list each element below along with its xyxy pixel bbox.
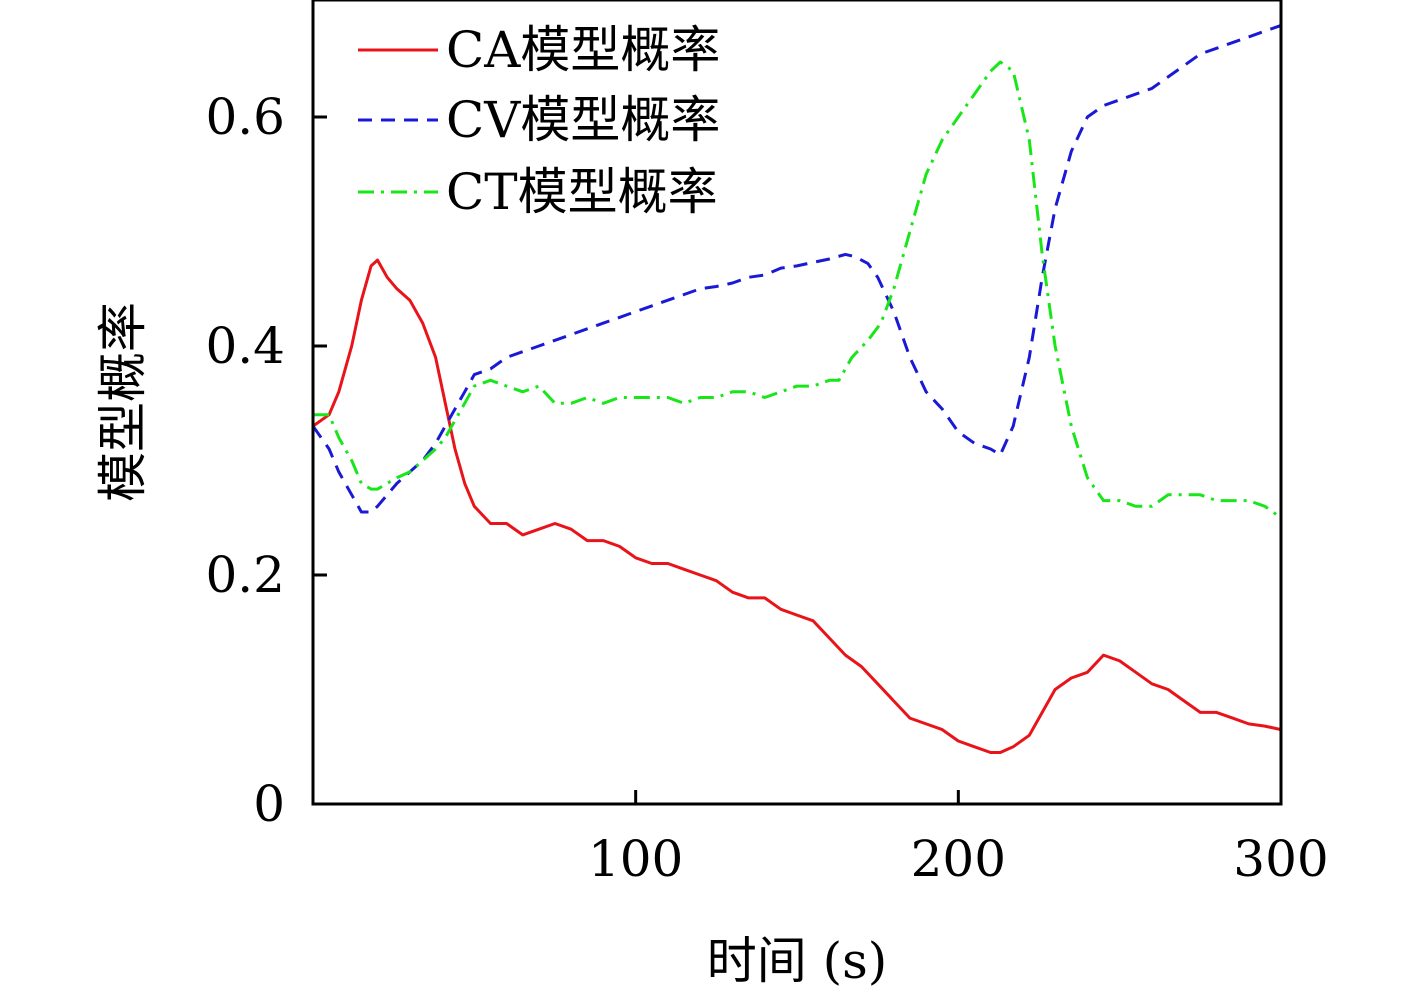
x-tick-label-2: 300 (1233, 830, 1328, 888)
y-tick-label-1: 0.2 (205, 546, 285, 604)
y-tick-label-2: 0.4 (205, 317, 285, 375)
ticks-layer: 100 200 300 0 0.2 0.4 0.6 (205, 88, 1328, 888)
x-tick-label-0: 100 (588, 830, 683, 888)
legend: CA模型概率 CV模型概率 CT模型概率 (358, 21, 720, 221)
y-tick-label-0: 0 (253, 775, 285, 833)
legend-label-2: CT模型概率 (446, 163, 718, 221)
y-axis-label: 模型概率 (94, 302, 152, 502)
series-line-2 (313, 60, 1282, 520)
series-line-0 (312, 258, 1282, 754)
legend-label-1: CV模型概率 (446, 91, 720, 149)
legend-label-0: CA模型概率 (446, 21, 720, 79)
series-line-1 (311, 23, 1282, 514)
series-layer (311, 23, 1282, 754)
x-tick-label-1: 200 (911, 830, 1006, 888)
y-tick-label-3: 0.6 (205, 88, 285, 146)
x-axis-label: 时间 (s) (707, 932, 888, 990)
plot-frame (311, 0, 1283, 806)
